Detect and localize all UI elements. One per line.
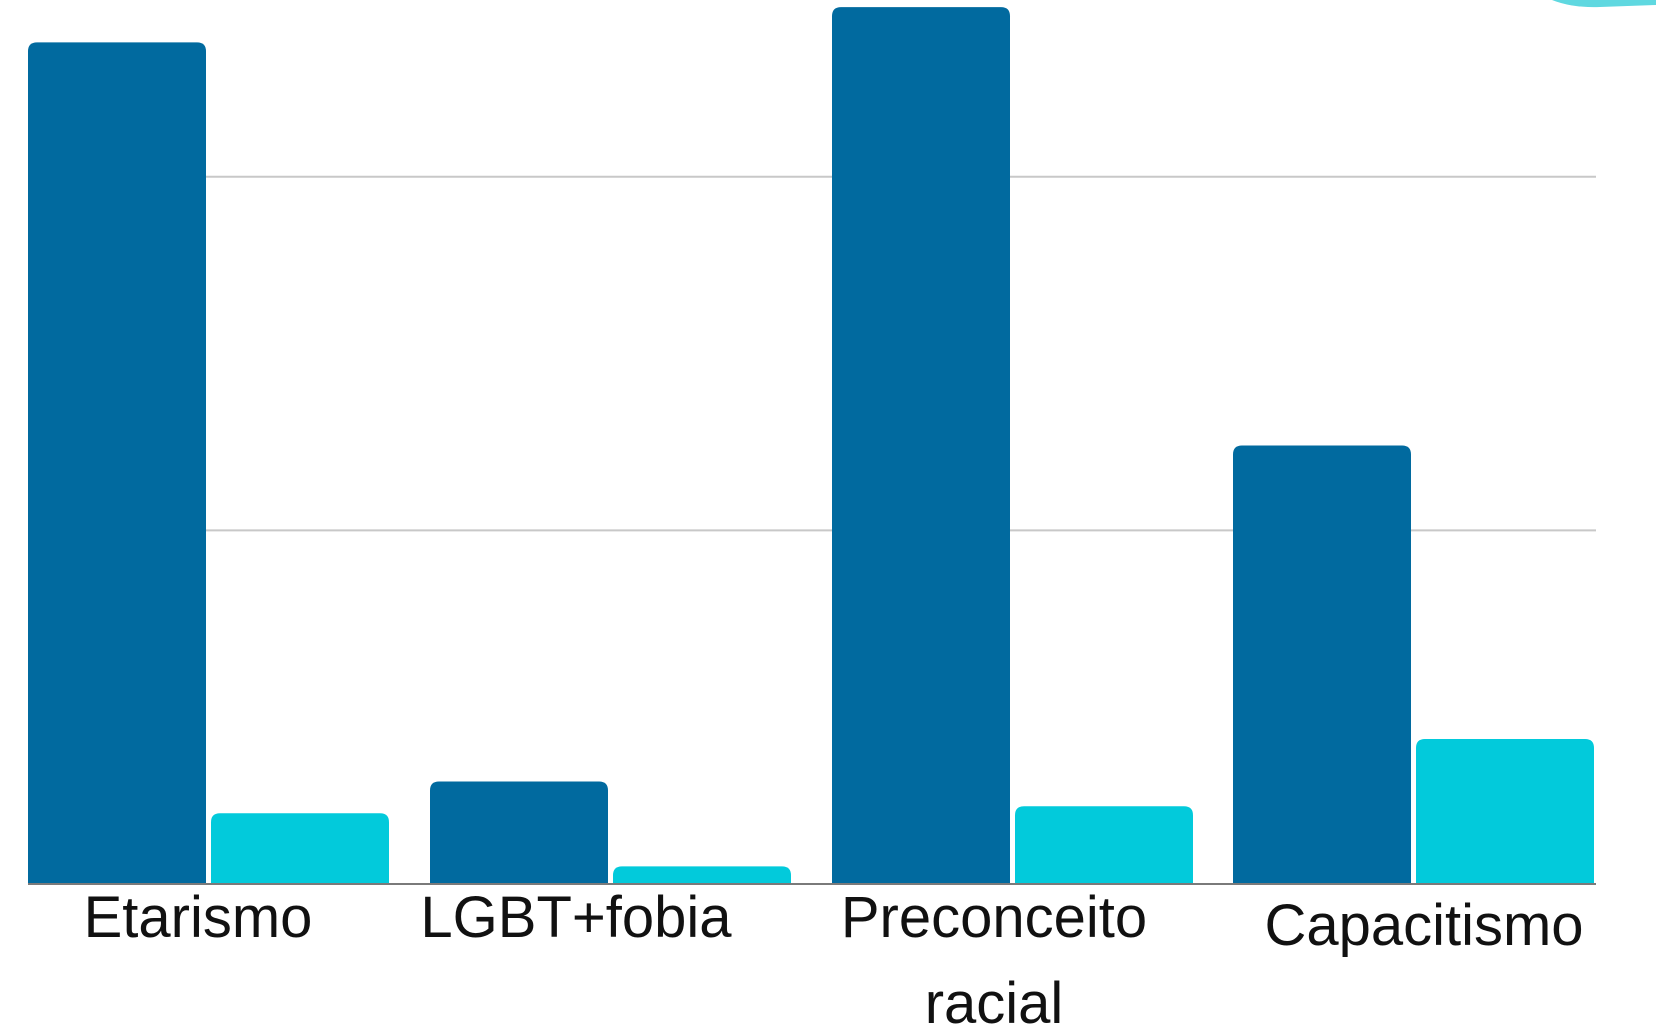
- category-label-line: Capacitismo: [1264, 893, 1583, 958]
- category-label-2: LGBT+fobia: [420, 885, 732, 950]
- category-labels: Etarismo LGBT+fobia Preconceito racial Capac…: [84, 885, 1584, 1034]
- category-label-line: racial: [925, 971, 1064, 1029]
- bar-4-series-1: [1233, 445, 1411, 884]
- category-label-4: Capacitismo: [1264, 893, 1583, 958]
- bar-2-series-1: [430, 781, 608, 884]
- bar-1-series-2: [211, 813, 389, 884]
- bars: [28, 7, 1594, 884]
- category-label-line: Etarismo: [84, 885, 313, 950]
- bar-3-series-2: [1015, 806, 1193, 884]
- bar-3-series-1: [832, 7, 1010, 884]
- bar-1-series-1: [28, 42, 206, 884]
- category-label-3: Preconceito racial: [841, 885, 1147, 1029]
- bar-2-series-2: [613, 866, 791, 884]
- bar-4-series-2: [1416, 739, 1594, 884]
- category-label-1: Etarismo: [84, 885, 313, 950]
- decorative-swoosh: [1552, 0, 1656, 8]
- category-label-line: LGBT+fobia: [420, 885, 732, 950]
- category-label-line: Preconceito: [841, 885, 1147, 950]
